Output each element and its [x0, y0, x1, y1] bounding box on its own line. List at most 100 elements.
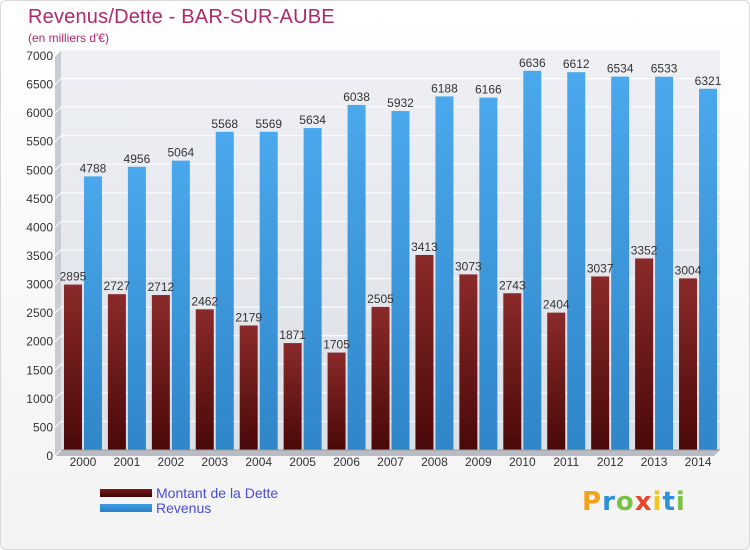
gridline-side — [54, 421, 62, 428]
data-label-revenus: 6166 — [475, 83, 502, 97]
y-tick-label: 2500 — [26, 306, 53, 320]
data-label-dette: 2895 — [60, 270, 87, 284]
x-tick-label: 2004 — [245, 455, 272, 469]
data-label-dette: 2727 — [104, 279, 131, 293]
logo-letter: r — [602, 487, 616, 517]
y-tick-label: 5000 — [26, 163, 53, 177]
bar-revenus — [127, 166, 146, 451]
data-label-dette: 2743 — [499, 278, 526, 292]
x-tick-label: 2011 — [553, 455, 579, 469]
x-tick-label: 2014 — [685, 455, 712, 469]
gridline-side — [54, 392, 62, 400]
bar-dette — [151, 295, 170, 450]
bar-revenus — [391, 111, 410, 451]
bar-revenus — [611, 76, 630, 450]
data-label-revenus: 6321 — [695, 74, 722, 88]
gridline-side — [54, 449, 62, 457]
bar-dette — [107, 294, 126, 450]
gridline-side — [54, 163, 62, 171]
y-tick-label: 2000 — [26, 335, 53, 349]
bar-dette — [547, 312, 566, 450]
bar-dette — [503, 293, 522, 450]
data-label-revenus: 5569 — [255, 117, 282, 131]
data-label-revenus: 5064 — [167, 146, 194, 160]
y-tick-label: 6500 — [26, 78, 53, 92]
gridline-side — [54, 49, 62, 57]
gridline-side — [54, 221, 62, 228]
legend-swatch-dette — [100, 489, 152, 497]
gridline-side — [54, 192, 62, 200]
y-tick-label: 6000 — [26, 106, 53, 120]
logo-letter: t — [662, 487, 676, 517]
y-tick-label: 3000 — [26, 278, 53, 292]
gridline-side — [54, 249, 62, 257]
gridline-side — [54, 278, 62, 285]
bar-dette — [371, 306, 390, 450]
bar-dette — [635, 258, 654, 450]
legend-label-dette: Montant de la Dette — [156, 485, 279, 501]
data-label-revenus: 5932 — [387, 96, 414, 110]
x-tick-label: 2003 — [201, 455, 228, 469]
logo-letter: o — [615, 487, 635, 517]
bar-dette — [459, 274, 478, 450]
bar-dette — [63, 284, 82, 450]
gridline-side — [54, 306, 62, 314]
bar-revenus — [567, 72, 586, 451]
data-label-revenus: 5634 — [299, 113, 326, 127]
data-label-revenus: 4956 — [124, 152, 151, 166]
data-label-revenus: 5568 — [211, 117, 238, 131]
data-label-revenus: 6534 — [607, 62, 634, 76]
data-label-dette: 2462 — [191, 294, 218, 308]
x-tick-label: 2007 — [377, 455, 404, 469]
bar-dette — [239, 325, 258, 450]
data-label-dette: 1871 — [279, 328, 306, 342]
bar-dette — [195, 309, 214, 450]
bar-revenus — [479, 97, 498, 451]
bar-dette — [283, 343, 302, 450]
bar-dette — [591, 276, 610, 450]
data-label-dette: 2712 — [147, 280, 174, 294]
bar-dette — [415, 254, 434, 450]
y-tick-label: 5500 — [26, 135, 53, 149]
gridline-side — [54, 135, 62, 143]
x-tick-label: 2010 — [509, 455, 536, 469]
gridline-side — [54, 78, 62, 85]
data-label-dette: 3073 — [455, 259, 482, 273]
data-label-dette: 2179 — [235, 310, 262, 324]
gridline-side — [54, 106, 62, 114]
data-label-revenus: 6038 — [343, 90, 370, 104]
gridline-side — [54, 335, 62, 343]
x-tick-label: 2013 — [641, 455, 668, 469]
data-label-dette: 1705 — [323, 338, 350, 352]
plot-floor — [55, 450, 720, 456]
legend-label-revenus: Revenus — [156, 500, 212, 516]
x-tick-label: 2009 — [465, 455, 492, 469]
bar-revenus — [259, 131, 278, 450]
y-tick-label: 1000 — [26, 392, 53, 406]
y-tick-label: 4500 — [26, 192, 53, 206]
y-tick-label: 0 — [46, 449, 53, 463]
chart-subtitle: (en milliers d'€) — [28, 31, 109, 45]
logo-letter: i — [652, 487, 663, 517]
bar-revenus — [215, 131, 234, 451]
bar-dette — [679, 278, 698, 450]
data-label-dette: 3352 — [631, 243, 658, 257]
x-tick-label: 2006 — [333, 455, 360, 469]
bar-dette — [327, 352, 346, 450]
logo-letter: x — [634, 487, 653, 517]
y-tick-label: 7000 — [26, 49, 53, 63]
x-tick-label: 2000 — [70, 455, 97, 469]
bar-revenus — [303, 128, 322, 451]
bar-revenus — [655, 76, 674, 450]
x-tick-label: 2001 — [114, 455, 141, 469]
data-label-dette: 2404 — [543, 298, 570, 312]
y-tick-label: 4000 — [26, 220, 53, 234]
data-label-dette: 2505 — [367, 292, 394, 306]
bar-revenus — [435, 96, 454, 451]
data-label-revenus: 6188 — [431, 81, 458, 95]
y-tick-label: 3500 — [26, 249, 53, 263]
legend-swatch-revenus — [100, 504, 152, 512]
y-tick-label: 1500 — [26, 363, 53, 377]
bar-revenus — [699, 88, 718, 451]
gridline-side — [54, 363, 62, 371]
